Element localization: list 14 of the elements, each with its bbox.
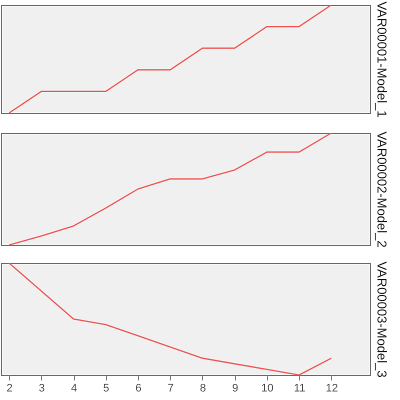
y-axis-title: VAR00003-Model_3 <box>374 261 390 378</box>
x-tick-label: 7 <box>168 382 174 394</box>
y-axis-title: VAR00002-Model_2 <box>374 131 390 248</box>
x-tick-label: 9 <box>232 382 238 394</box>
x-tick-label: 8 <box>200 382 206 394</box>
x-tick-label: 12 <box>326 382 338 394</box>
x-tick-label: 3 <box>38 382 45 394</box>
x-tick-label: 4 <box>70 382 78 394</box>
x-tick-label: 6 <box>135 382 142 394</box>
x-tick-label: 10 <box>261 382 274 394</box>
y-axis-title: VAR00001-Model_1 <box>374 1 390 118</box>
x-tick-label: 5 <box>103 382 110 394</box>
x-tick-label: 11 <box>294 382 306 394</box>
x-tick-label: 2 <box>6 382 13 394</box>
